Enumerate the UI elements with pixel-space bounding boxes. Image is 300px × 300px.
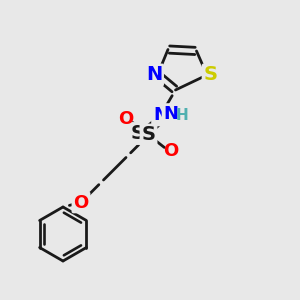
Text: N: N	[153, 106, 168, 124]
Text: O: O	[164, 142, 178, 160]
Text: S: S	[205, 65, 218, 85]
Text: O: O	[118, 110, 134, 128]
Text: S: S	[204, 65, 218, 85]
Text: S: S	[131, 124, 145, 143]
Text: S: S	[142, 125, 155, 145]
Text: O: O	[74, 194, 88, 211]
Text: H: H	[176, 108, 189, 123]
Text: H: H	[165, 110, 177, 124]
Text: N: N	[145, 65, 161, 85]
Text: N: N	[146, 65, 162, 85]
Text: N: N	[164, 105, 178, 123]
